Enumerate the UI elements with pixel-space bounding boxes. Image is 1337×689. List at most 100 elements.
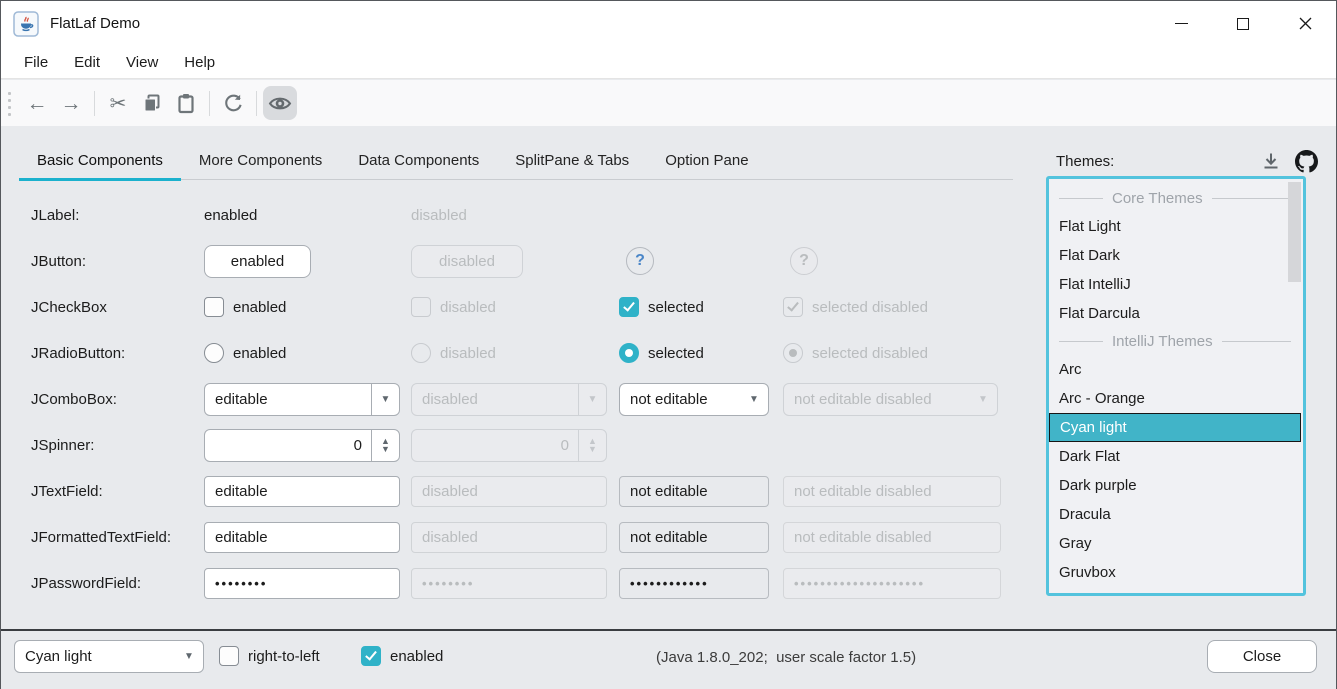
tab-more-components[interactable]: More Components	[198, 152, 323, 169]
spinner-up-icon[interactable]: ▲	[381, 436, 390, 446]
refresh-icon	[225, 94, 242, 112]
spinner-enabled[interactable]: 0 ▲ ▼	[204, 428, 400, 462]
theme-item-flat-intellij[interactable]: Flat IntelliJ	[1059, 276, 1131, 293]
cut-button[interactable]: ✂	[101, 86, 135, 120]
theme-item-dark-flat[interactable]: Dark Flat	[1059, 448, 1120, 465]
jcombobox-row: JComboBox: editable ▼ disabled ▼ not edita…	[31, 376, 1016, 422]
jformattedtextfield-row-label: JFormattedTextField:	[31, 528, 172, 546]
theme-item-flat-darcula[interactable]: Flat Darcula	[1059, 305, 1140, 322]
help-button-disabled: ?	[790, 247, 818, 275]
theme-selector-value: Cyan light	[25, 648, 92, 665]
titlebar: FlatLaf Demo	[1, 1, 1336, 46]
jspinner-row: JSpinner: 0 ▲ ▼ 0 ▲ ▼	[31, 422, 1016, 468]
chevron-down-icon[interactable]: ▼	[371, 383, 399, 415]
checkbox-selected-label: selected	[648, 298, 704, 316]
window-title: FlatLaf Demo	[50, 15, 141, 32]
textfield-editable[interactable]: editable	[204, 475, 400, 507]
themes-group-label: Core Themes	[1112, 190, 1203, 207]
disabled-button: disabled	[411, 244, 523, 278]
enabled-label: enabled	[390, 647, 444, 665]
radio-dot-icon	[625, 349, 633, 357]
radio-enabled[interactable]	[204, 343, 224, 363]
minimize-button[interactable]	[1150, 1, 1212, 46]
toolbar: ← → ✂	[1, 80, 1336, 126]
password-field-disabled: ••••••••	[411, 567, 607, 599]
checkbox-enabled-label: enabled	[233, 298, 287, 316]
paste-button[interactable]	[169, 86, 203, 120]
download-icon	[1264, 153, 1278, 169]
spinner-value[interactable]: 0	[353, 436, 362, 454]
jtextfield-row: JTextField: editable disabled not editab…	[31, 468, 1016, 514]
spinner-down-icon[interactable]: ▼	[381, 444, 390, 454]
theme-item-gruvbox[interactable]: Gruvbox	[1059, 564, 1116, 581]
menu-help[interactable]: Help	[184, 53, 216, 71]
chevron-down-icon: ▼	[578, 383, 606, 415]
forward-button[interactable]: →	[54, 86, 88, 120]
formatted-textfield-editable[interactable]: editable	[204, 521, 400, 553]
right-to-left-checkbox[interactable]	[219, 646, 239, 666]
jbutton-row-label: JButton:	[31, 252, 87, 270]
theme-item-flat-light[interactable]: Flat Light	[1059, 218, 1121, 235]
show-toggle-button[interactable]	[263, 86, 297, 120]
download-theme-button[interactable]	[1261, 151, 1281, 171]
refresh-button[interactable]	[216, 86, 250, 120]
bottom-bar: Cyan light ▼ right-to-left enabled (Java…	[1, 631, 1336, 689]
enabled-button[interactable]: enabled	[204, 244, 311, 278]
tab-data-components[interactable]: Data Components	[358, 152, 480, 169]
theme-item-arc-orange[interactable]: Arc - Orange	[1059, 390, 1145, 407]
toolbar-separator	[256, 90, 257, 116]
eye-icon	[268, 97, 292, 109]
right-to-left-checkbox-group: right-to-left	[219, 646, 320, 666]
theme-selector-combobox[interactable]: Cyan light ▼	[14, 640, 204, 673]
menu-file[interactable]: File	[24, 53, 49, 71]
theme-item-cyan-light-selected[interactable]: Cyan light	[1049, 413, 1301, 442]
paste-icon	[178, 93, 194, 113]
radio-selected[interactable]	[619, 343, 639, 363]
back-button[interactable]: ←	[20, 86, 54, 120]
copy-button[interactable]	[135, 86, 169, 120]
jtextfield-row-label: JTextField:	[31, 482, 103, 500]
jlabel-row-label: JLabel:	[31, 206, 80, 224]
chevron-down-icon[interactable]: ▼	[184, 651, 194, 662]
tab-basic-components[interactable]: Basic Components	[19, 146, 181, 181]
theme-item-arc[interactable]: Arc	[1059, 361, 1082, 378]
checkbox-disabled-label: disabled	[440, 298, 496, 316]
status-text: (Java 1.8.0_202; user scale factor 1.5)	[656, 649, 917, 666]
combobox-not-editable-disabled: not editable disabled ▼	[783, 382, 998, 416]
github-icon	[1295, 149, 1318, 172]
radio-disabled-label: disabled	[440, 344, 496, 362]
themes-group-separator: IntelliJ Themes	[1049, 328, 1303, 355]
checkbox-enabled[interactable]	[204, 297, 224, 317]
close-button[interactable]: Close	[1207, 640, 1317, 673]
github-link-button[interactable]	[1295, 149, 1318, 173]
help-button[interactable]: ?	[626, 247, 654, 275]
textfield-not-editable-disabled: not editable disabled	[783, 475, 1001, 507]
combobox-not-editable[interactable]: not editable ▼	[619, 382, 769, 416]
maximize-button[interactable]	[1212, 1, 1274, 46]
themes-header: Themes:	[1056, 149, 1318, 173]
theme-item-dracula[interactable]: Dracula	[1059, 506, 1111, 523]
menu-view[interactable]: View	[126, 53, 159, 71]
jlabel-row: JLabel: enabled disabled	[31, 192, 1016, 238]
toolbar-separator	[94, 90, 95, 116]
chevron-down-icon: ▼	[978, 393, 988, 405]
menu-edit[interactable]: Edit	[74, 53, 101, 71]
enabled-checkbox[interactable]	[361, 646, 381, 666]
toolbar-grip-handle[interactable]	[7, 90, 12, 116]
tabbed-pane: Basic Components More Components Data Co…	[19, 146, 1013, 181]
theme-item-gray[interactable]: Gray	[1059, 535, 1092, 552]
password-field-editable[interactable]: ••••••••	[204, 567, 400, 599]
themes-list-scrollbar[interactable]	[1288, 182, 1301, 282]
combobox-editable-value[interactable]: editable	[215, 390, 268, 408]
tab-splitpane-tabs[interactable]: SplitPane & Tabs	[515, 152, 630, 169]
basic-components-panel: JLabel: enabled disabled JButton: enable…	[31, 192, 1016, 606]
tab-option-pane[interactable]: Option Pane	[665, 152, 749, 169]
formatted-textfield-disabled: disabled	[411, 521, 607, 553]
theme-item-dark-purple[interactable]: Dark purple	[1059, 477, 1137, 494]
radio-dot-icon	[789, 349, 797, 357]
theme-item-flat-dark[interactable]: Flat Dark	[1059, 247, 1120, 264]
close-window-button[interactable]	[1274, 1, 1336, 46]
checkbox-selected[interactable]	[619, 297, 639, 317]
combobox-editable[interactable]: editable ▼	[204, 382, 400, 416]
